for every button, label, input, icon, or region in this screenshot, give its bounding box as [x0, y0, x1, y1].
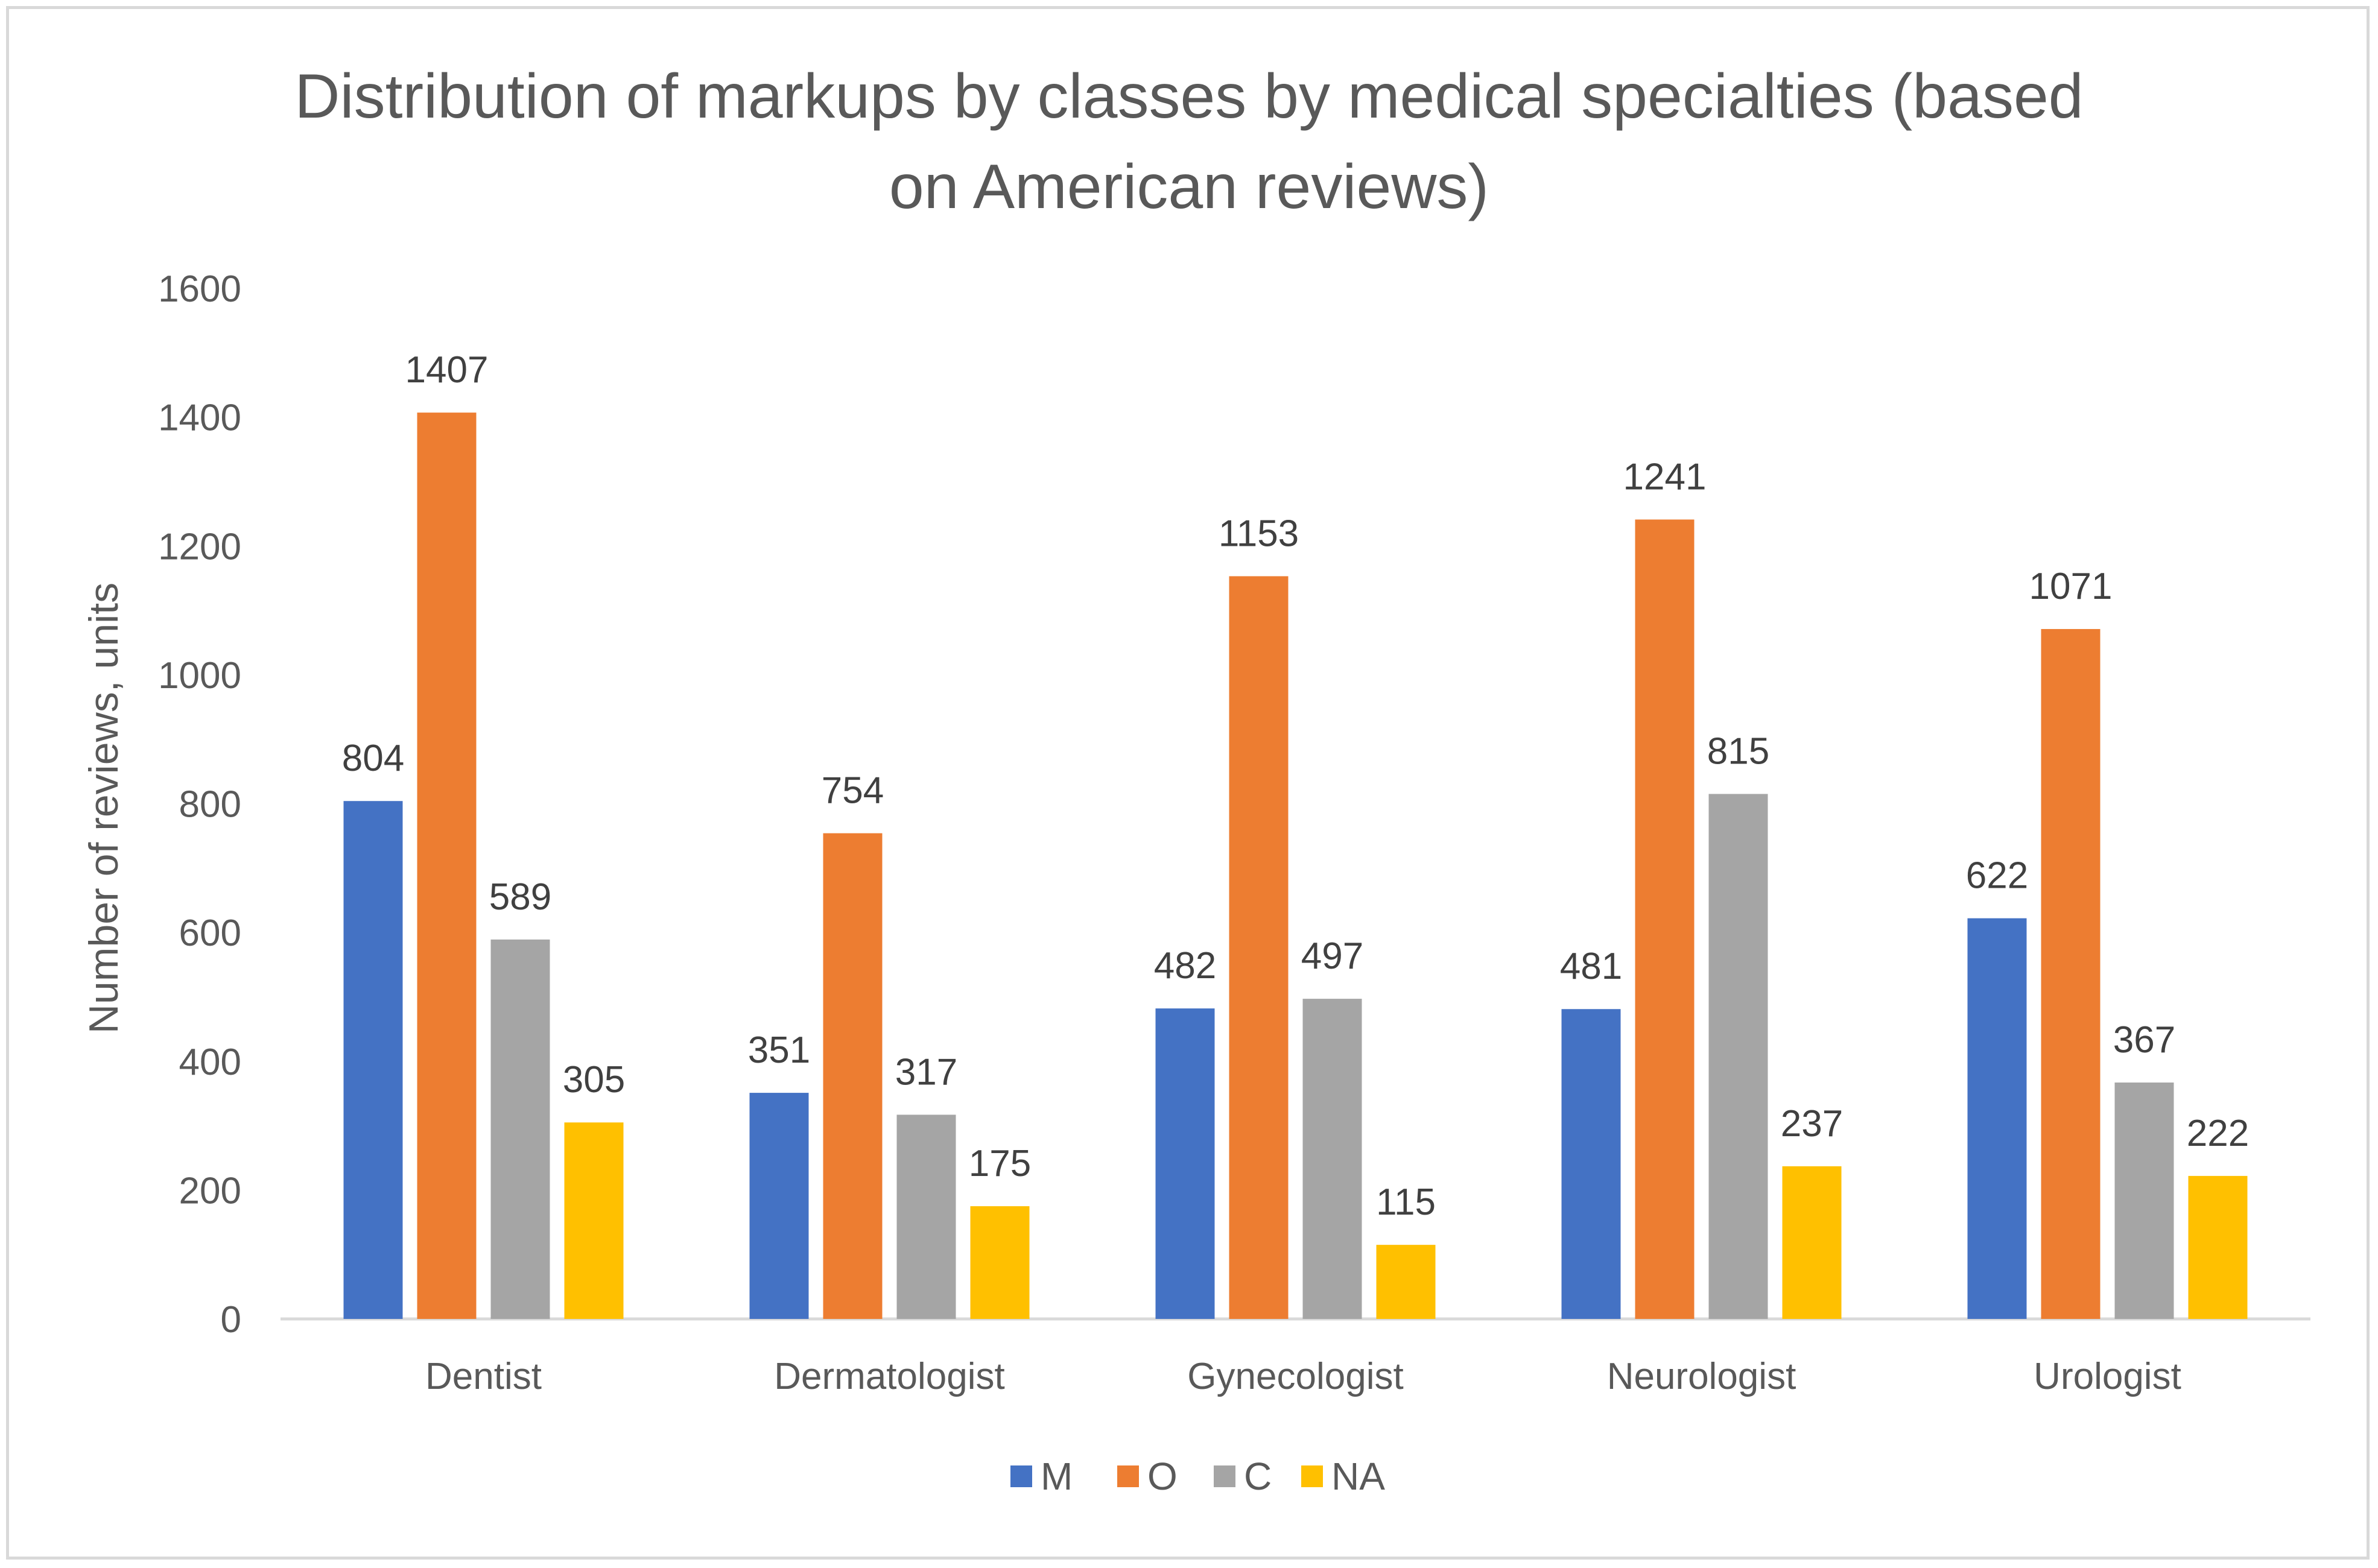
data-label: 317 — [895, 1051, 957, 1093]
data-label: 622 — [1966, 855, 2028, 897]
data-label: 1241 — [1623, 456, 1707, 498]
data-label: 237 — [1781, 1103, 1843, 1145]
data-label: 481 — [1560, 946, 1622, 987]
bar-o-dermatologist — [823, 833, 883, 1319]
x-category-label: Neurologist — [1607, 1356, 1796, 1397]
x-category-label: Dermatologist — [774, 1356, 1004, 1397]
y-tick-label: 1000 — [158, 655, 241, 697]
x-category-label: Dentist — [425, 1356, 542, 1397]
bar-m-dermatologist — [749, 1093, 809, 1319]
legend-label-m: M — [1041, 1455, 1073, 1498]
data-label: 305 — [563, 1059, 625, 1101]
data-label: 351 — [748, 1029, 810, 1071]
data-label: 1153 — [1219, 513, 1299, 554]
legend-label-o: O — [1147, 1455, 1178, 1498]
data-label: 1407 — [405, 349, 489, 391]
y-tick-label: 600 — [179, 912, 241, 954]
data-label: 482 — [1154, 945, 1216, 987]
data-label: 175 — [969, 1143, 1031, 1184]
x-axis-categories: Dentist Dermatologist Gynecologist Neurolog… — [425, 1356, 2181, 1397]
bar-na-dentist — [564, 1122, 624, 1319]
data-label: 815 — [1707, 730, 1769, 772]
bar-c-urologist — [2114, 1082, 2174, 1319]
y-axis-ticks: 0 200 400 600 800 1000 1200 1400 1600 — [158, 268, 241, 1341]
y-tick-label: 0 — [221, 1299, 241, 1341]
legend-swatch-o — [1117, 1465, 1139, 1487]
chart-title: Distribution of markups by classes by me… — [294, 62, 2083, 222]
chart-title-line-2: on American reviews) — [889, 152, 1489, 222]
y-tick-label: 1200 — [158, 526, 241, 567]
data-label: 804 — [342, 738, 404, 779]
bar-c-dermatologist — [896, 1114, 956, 1319]
bar-c-neurologist — [1708, 794, 1768, 1319]
data-label: 589 — [489, 876, 551, 918]
bar-m-dentist — [343, 801, 403, 1319]
y-tick-label: 1600 — [158, 268, 241, 310]
x-category-label: Gynecologist — [1187, 1356, 1403, 1397]
legend: M O C NA — [1010, 1455, 1385, 1498]
y-tick-label: 400 — [179, 1042, 241, 1083]
bar-na-urologist — [2188, 1175, 2248, 1319]
data-label: 222 — [2187, 1113, 2249, 1154]
legend-label-c: C — [1244, 1455, 1272, 1498]
data-label: 1071 — [2029, 566, 2113, 607]
bar-o-dentist — [417, 413, 477, 1319]
x-category-label: Urologist — [2034, 1356, 2181, 1397]
bar-na-neurologist — [1782, 1166, 1842, 1319]
y-tick-label: 800 — [179, 784, 241, 826]
bar-na-dermatologist — [970, 1206, 1030, 1319]
bar-m-urologist — [1967, 918, 2027, 1319]
bar-c-gynecologist — [1302, 999, 1362, 1319]
bars — [343, 413, 2248, 1320]
bar-m-gynecologist — [1155, 1008, 1215, 1319]
y-tick-label: 1400 — [158, 397, 241, 439]
legend-swatch-m — [1010, 1465, 1032, 1487]
bar-o-gynecologist — [1229, 576, 1289, 1319]
data-labels: 804 1407 589 305 351 754 317 175 482 1153 497 115 48… — [342, 349, 2249, 1223]
data-label: 115 — [1376, 1181, 1436, 1223]
legend-swatch-na — [1301, 1465, 1323, 1487]
bar-c-dentist — [490, 939, 550, 1319]
legend-label-na: NA — [1331, 1455, 1385, 1498]
bar-m-neurologist — [1561, 1009, 1621, 1319]
legend-swatch-c — [1214, 1465, 1235, 1487]
bar-na-gynecologist — [1376, 1245, 1436, 1319]
data-label: 367 — [2113, 1019, 2175, 1061]
data-label: 754 — [822, 770, 884, 812]
chart-title-line-1: Distribution of markups by classes by me… — [294, 62, 2083, 131]
y-axis-label: Number of reviews, units — [81, 583, 127, 1034]
y-tick-label: 200 — [179, 1170, 241, 1212]
data-label: 497 — [1301, 935, 1363, 977]
bar-o-urologist — [2041, 629, 2101, 1319]
bar-o-neurologist — [1635, 519, 1695, 1320]
